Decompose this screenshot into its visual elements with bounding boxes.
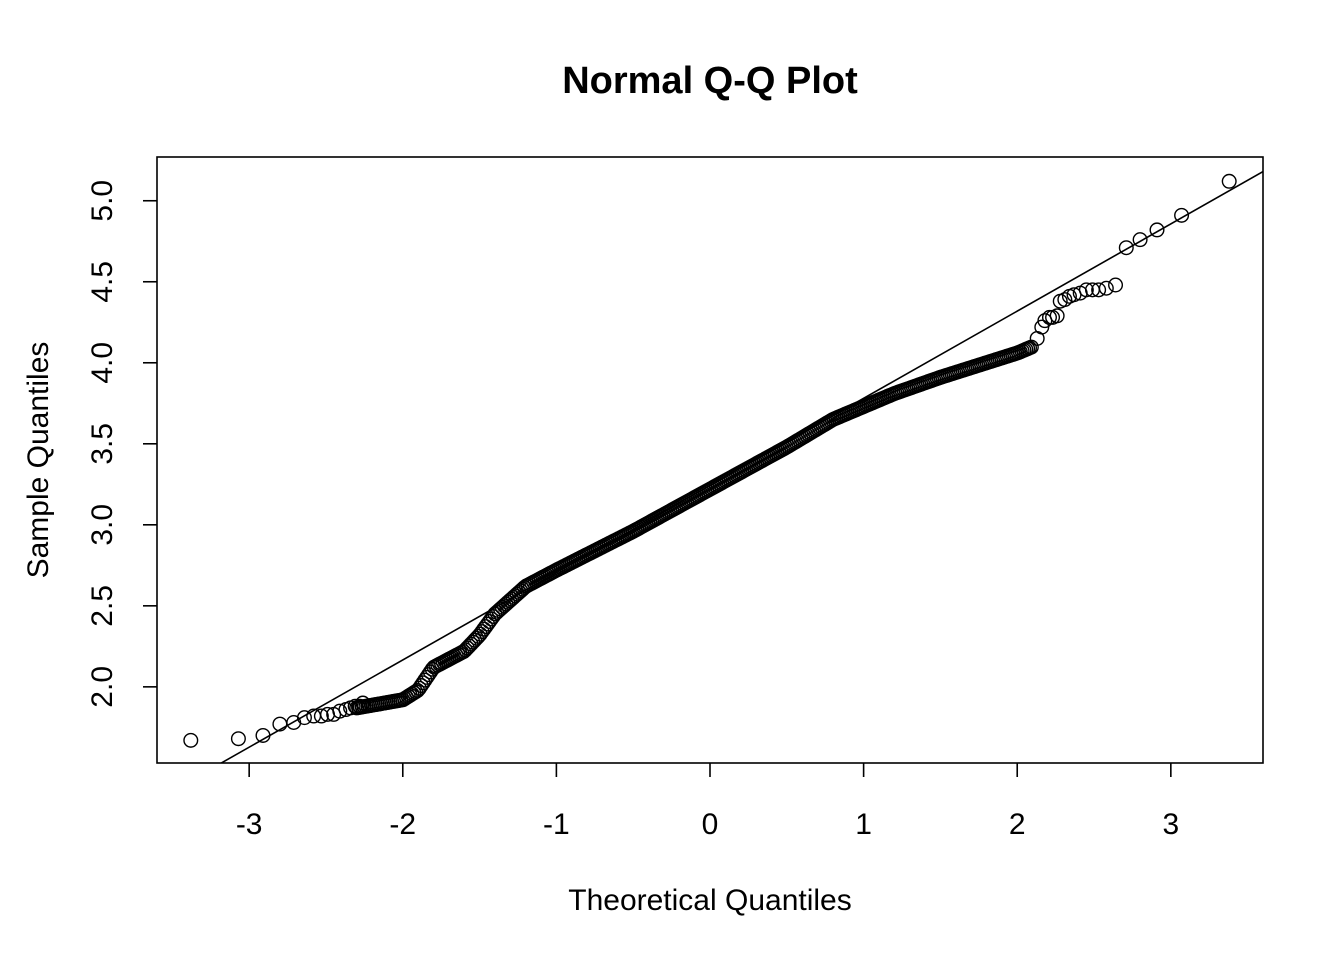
data-point (183, 732, 199, 748)
x-tick-label: 0 (702, 808, 719, 841)
x-tick-label: 1 (855, 808, 872, 841)
chart-title: Normal Q-Q Plot (562, 60, 858, 102)
x-tick-label: -2 (389, 808, 416, 841)
axes-ticks: -3 -2 -1 0 1 2 3 2.0 2.5 3.0 3.5 4.0 4.5 5.0 (86, 180, 1179, 841)
y-tick-label: 2.5 (86, 585, 119, 627)
x-axis-label: Theoretical Quantiles (568, 884, 851, 917)
data-point (1091, 282, 1107, 298)
y-tick-label: 4.5 (86, 261, 119, 303)
data-point (476, 621, 492, 637)
data-point (1057, 292, 1073, 308)
data-point (1108, 277, 1124, 293)
data-point (481, 614, 497, 630)
data-points (183, 173, 1237, 748)
data-point (1221, 173, 1237, 189)
data-point (1049, 308, 1065, 324)
y-tick-label: 4.0 (86, 342, 119, 384)
data-point (480, 616, 496, 632)
data-point (352, 698, 368, 714)
data-point (410, 682, 426, 698)
data-point (474, 624, 490, 640)
reference-line-group (219, 170, 1263, 763)
data-point (230, 731, 246, 747)
data-point (478, 619, 494, 635)
data-point (296, 710, 312, 726)
data-point (1098, 280, 1114, 296)
data-point (1078, 282, 1094, 298)
y-axis-label: Sample Quantiles (22, 342, 55, 579)
data-point (332, 703, 348, 719)
data-point (1149, 222, 1165, 238)
x-tick-label: 2 (1009, 808, 1026, 841)
data-point (347, 698, 363, 714)
data-point (472, 626, 488, 642)
x-tick-label: -3 (236, 808, 263, 841)
data-point (1132, 232, 1148, 248)
y-tick-label: 3.5 (86, 423, 119, 465)
data-point (1118, 240, 1134, 256)
y-tick-label: 3.0 (86, 504, 119, 546)
data-point (1174, 207, 1190, 223)
plot-frame (156, 156, 1264, 764)
y-tick-label: 2.0 (86, 666, 119, 708)
x-tick-label: -1 (543, 808, 570, 841)
x-tick-label: 3 (1162, 808, 1179, 841)
data-point (1023, 339, 1039, 355)
qq-reference-line (219, 170, 1263, 763)
data-point (313, 708, 329, 724)
y-tick-label: 5.0 (86, 180, 119, 222)
data-point (355, 695, 371, 711)
